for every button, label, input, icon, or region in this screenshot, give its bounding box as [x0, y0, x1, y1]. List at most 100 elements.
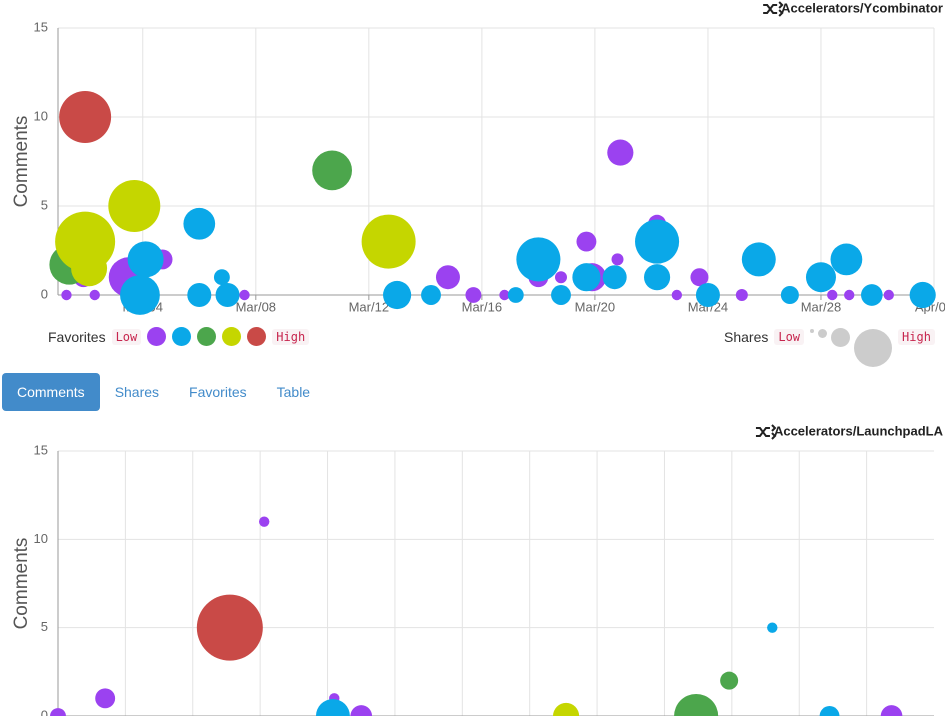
bubble: [611, 253, 624, 266]
bubble: [690, 268, 709, 287]
tab[interactable]: Shares: [114, 384, 160, 400]
bubble: [361, 214, 416, 269]
bubble: [350, 705, 373, 716]
bubble: [844, 289, 855, 301]
bubble: [607, 139, 634, 166]
bubble: [767, 622, 778, 633]
bubble: [507, 287, 524, 303]
chart-title: Accelerators/LaunchpadLA: [774, 423, 944, 438]
legend-low: Low: [774, 329, 805, 345]
bubble: [421, 285, 441, 305]
y-tick-label: 10: [34, 531, 48, 546]
bubble: [183, 207, 216, 240]
bubble: [465, 287, 482, 303]
legend-high: High: [272, 328, 310, 345]
legend-swatches: [147, 327, 267, 346]
bubble: [312, 150, 353, 191]
y-tick-label: 0: [41, 286, 48, 301]
size-swatch: [854, 329, 893, 367]
size-swatch: [810, 329, 815, 333]
bubble: [383, 280, 412, 310]
y-tick-label: 0: [41, 707, 48, 716]
y-tick-label: 5: [41, 197, 48, 212]
bubble: [635, 219, 680, 264]
bubble: [553, 702, 580, 716]
size-swatch: [818, 329, 828, 338]
bubble: [50, 708, 66, 716]
bubble: [187, 283, 212, 307]
bubble: [71, 250, 108, 287]
x-tick-label: Mar/28: [801, 299, 841, 314]
tabs: Comments Shares Favorites Table: [2, 373, 325, 411]
y-axis-label: Comments: [11, 538, 32, 630]
legend-sizes: [810, 327, 893, 367]
bubble: [674, 693, 719, 716]
bubble: [499, 289, 510, 301]
bubble: [215, 283, 240, 307]
legend-swatch: [197, 327, 217, 346]
x-tick-label: Mar/12: [349, 299, 389, 314]
bubble: [861, 284, 883, 306]
legend-swatch: [172, 327, 192, 346]
bubble: [59, 91, 112, 143]
tab[interactable]: Favorites: [189, 384, 247, 400]
size-swatch: [831, 328, 851, 347]
legend-high: High: [898, 329, 935, 345]
y-tick-label: 15: [34, 442, 48, 457]
bubble: [213, 269, 230, 286]
bubble: [720, 671, 739, 690]
x-tick-label: Mar/16: [462, 299, 502, 314]
bubble: [819, 706, 840, 716]
chart-0: Accelerators/Ycombinator051015Mar/04Mar/…: [11, 0, 945, 315]
shares-legend: Shares Low High: [724, 327, 935, 367]
bubble: [108, 180, 161, 232]
x-tick-label: Mar/20: [575, 299, 615, 314]
chart-title: Accelerators/Ycombinator: [781, 0, 943, 15]
bubble: [95, 688, 116, 709]
legend-low: Low: [111, 328, 142, 345]
bubble: [551, 285, 571, 305]
bubble: [196, 594, 263, 661]
legend-label: Shares: [724, 329, 769, 345]
bubble: [602, 265, 627, 290]
bubble: [89, 289, 100, 301]
bubble: [830, 243, 863, 276]
legend-swatch: [247, 327, 267, 346]
bubble: [741, 242, 776, 277]
bubble: [435, 265, 460, 290]
bubble: [259, 516, 270, 527]
bubble: [315, 699, 350, 716]
shuffle-icon: [755, 424, 777, 440]
legend-label: Favorites: [48, 328, 106, 345]
chart-1: Accelerators/LaunchpadLA 0 5 10 15 Comments: [11, 423, 944, 716]
bubble: [554, 271, 567, 284]
y-axis-label: Comments: [11, 116, 32, 208]
bubble: [805, 262, 836, 293]
bubble: [880, 705, 903, 716]
shuffle-icon: [763, 1, 784, 17]
bubble: [883, 289, 894, 301]
bubble: [695, 283, 720, 307]
favorites-legend: Favorites Low High: [48, 327, 310, 346]
bubble: [780, 286, 799, 304]
bubble: [643, 264, 671, 291]
y-tick-label: 10: [34, 108, 48, 123]
legend-swatch: [222, 327, 242, 346]
tab[interactable]: Comments: [2, 373, 100, 411]
bubble: [127, 241, 164, 278]
bubble: [909, 281, 936, 309]
bubble: [61, 289, 72, 301]
bubble: [516, 237, 561, 282]
y-tick-label: 15: [34, 19, 48, 34]
bubble: [120, 275, 160, 315]
x-tick-label: Mar/08: [236, 299, 276, 314]
tab[interactable]: Table: [276, 384, 311, 400]
bubble: [576, 231, 597, 252]
legend-swatch: [147, 327, 167, 346]
bubble: [239, 289, 250, 301]
bubble: [572, 263, 601, 292]
y-tick-label: 5: [41, 619, 48, 634]
bubble: [827, 289, 838, 301]
